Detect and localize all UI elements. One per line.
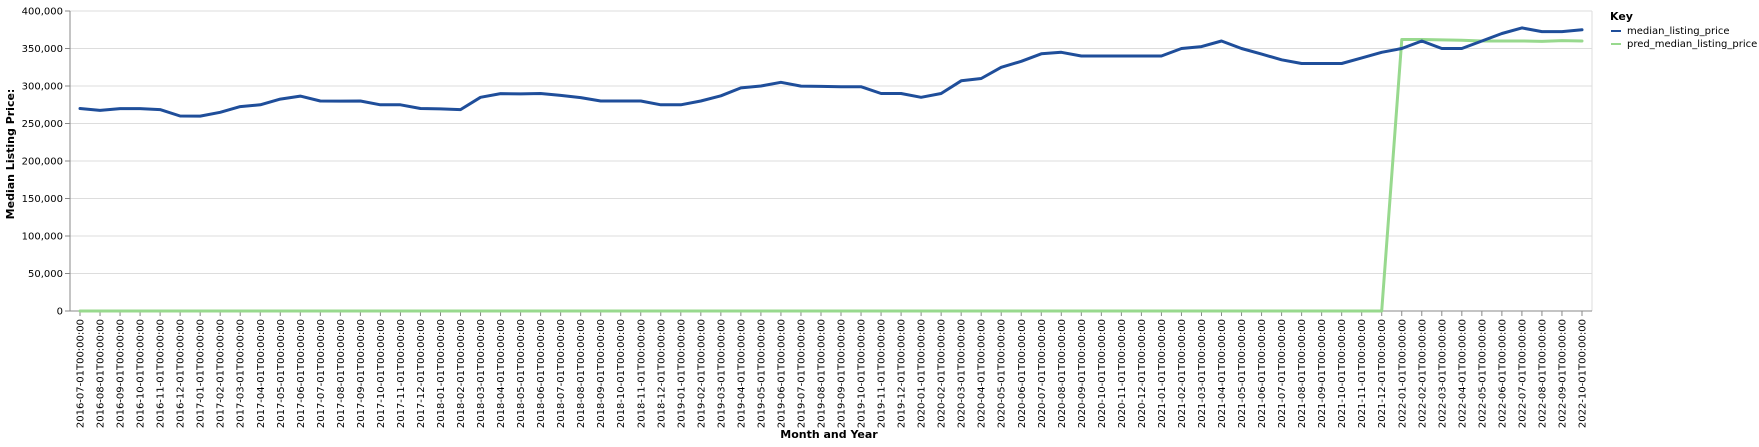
y-tick-label: 100,000 (22, 232, 63, 243)
x-tick-label: 2017-09-01T00:00:00 (356, 319, 367, 428)
x-tick-label: 2021-06-01T00:00:00 (1257, 319, 1268, 428)
x-tick-label: 2021-07-01T00:00:00 (1277, 319, 1288, 428)
x-tick-label: 2017-05-01T00:00:00 (276, 319, 287, 428)
y-tick-label: 200,000 (22, 157, 63, 168)
x-tick-label: 2017-12-01T00:00:00 (416, 319, 427, 428)
series-layer (78, 26, 1584, 313)
x-tick-label: 2021-08-01T00:00:00 (1297, 319, 1308, 428)
x-tick-label: 2016-07-01T00:00:00 (76, 319, 87, 428)
x-tick-label: 2016-10-01T00:00:00 (136, 319, 147, 428)
x-tick-label: 2018-12-01T00:00:00 (656, 319, 667, 428)
x-tick-label: 2020-04-01T00:00:00 (977, 319, 988, 428)
x-tick-label: 2022-01-01T00:00:00 (1397, 319, 1408, 428)
y-axis-title: Median Listing Price: (4, 89, 17, 220)
x-tick-label: 2019-06-01T00:00:00 (776, 319, 787, 428)
x-tick-label: 2019-01-01T00:00:00 (676, 319, 687, 428)
x-tick-label: 2016-09-01T00:00:00 (116, 319, 127, 428)
legend-label-median-listing-price: median_listing_price (1627, 26, 1730, 37)
x-tick-label: 2019-02-01T00:00:00 (696, 319, 707, 428)
x-tick-label: 2020-09-01T00:00:00 (1077, 319, 1088, 428)
x-axis-title: Month and Year (780, 428, 878, 441)
legend: Key median_listing_price pred_median_list… (1610, 10, 1757, 50)
x-tick-label: 2018-09-01T00:00:00 (596, 319, 607, 428)
x-tick-label: 2019-08-01T00:00:00 (816, 319, 827, 428)
x-axis: 2016-07-01T00:00:00 2016-08-01T00:00:00 20… (70, 310, 1592, 428)
x-tick-label: 2019-11-01T00:00:00 (877, 319, 888, 428)
x-tick-label: 2022-07-01T00:00:00 (1517, 319, 1528, 428)
x-tick-label: 2021-10-01T00:00:00 (1337, 319, 1348, 428)
x-tick-label: 2017-07-01T00:00:00 (316, 319, 327, 428)
x-tick-label: 2018-10-01T00:00:00 (616, 319, 627, 428)
x-tick-label: 2020-11-01T00:00:00 (1117, 319, 1128, 428)
x-tick-label: 2019-09-01T00:00:00 (837, 319, 848, 428)
x-tick-label: 2020-06-01T00:00:00 (1017, 319, 1028, 428)
x-tick-label: 2018-04-01T00:00:00 (496, 319, 507, 428)
x-tick-label: 2021-03-01T00:00:00 (1197, 319, 1208, 428)
x-tick-label: 2017-04-01T00:00:00 (256, 319, 267, 428)
x-tick-label: 2019-07-01T00:00:00 (796, 319, 807, 428)
x-tick-label: 2016-08-01T00:00:00 (96, 319, 107, 428)
x-tick-label: 2021-09-01T00:00:00 (1317, 319, 1328, 428)
x-tick-label: 2020-03-01T00:00:00 (957, 319, 968, 428)
y-tick-label: 250,000 (22, 119, 63, 130)
x-tick-label: 2019-05-01T00:00:00 (756, 319, 767, 428)
x-tick-label: 2021-11-01T00:00:00 (1357, 319, 1368, 428)
x-tick-label: 2017-11-01T00:00:00 (396, 319, 407, 428)
x-tick-label: 2018-03-01T00:00:00 (476, 319, 487, 428)
x-tick-label: 2019-04-01T00:00:00 (736, 319, 747, 428)
x-tick-label: 2017-06-01T00:00:00 (296, 319, 307, 428)
x-tick-label: 2022-02-01T00:00:00 (1417, 319, 1428, 428)
x-tick-label: 2022-09-01T00:00:00 (1557, 319, 1568, 428)
x-tick-label: 2022-08-01T00:00:00 (1537, 319, 1548, 428)
x-tick-label: 2016-11-01T00:00:00 (156, 319, 167, 428)
x-tick-label: 2020-08-01T00:00:00 (1057, 319, 1068, 428)
y-tick-label: 400,000 (22, 7, 63, 18)
x-tick-label: 2022-10-01T00:00:00 (1577, 319, 1588, 428)
gridlines (70, 10, 1593, 312)
x-tick-label: 2022-03-01T00:00:00 (1437, 319, 1448, 428)
x-tick-label: 2018-11-01T00:00:00 (636, 319, 647, 428)
x-tick-label: 2020-12-01T00:00:00 (1137, 319, 1148, 428)
x-tick-label: 2016-12-01T00:00:00 (176, 319, 187, 428)
series-line-pred-median-listing-price (78, 38, 1584, 313)
x-tick-label: 2021-04-01T00:00:00 (1217, 319, 1228, 428)
x-tick-label: 2022-05-01T00:00:00 (1477, 319, 1488, 428)
x-tick-label: 2020-05-01T00:00:00 (997, 319, 1008, 428)
x-tick-label: 2019-10-01T00:00:00 (857, 319, 868, 428)
x-tick-label: 2017-10-01T00:00:00 (376, 319, 387, 428)
legend-label-pred-median-listing-price: pred_median_listing_price (1627, 39, 1757, 50)
x-tick-label: 2019-12-01T00:00:00 (897, 319, 908, 428)
x-tick-label: 2020-02-01T00:00:00 (937, 319, 948, 428)
series-line-median-listing-price (78, 26, 1584, 118)
legend-title: Key (1610, 10, 1633, 23)
x-tick-label: 2020-01-01T00:00:00 (917, 319, 928, 428)
x-tick-label: 2018-07-01T00:00:00 (556, 319, 567, 428)
x-tick-label: 2019-03-01T00:00:00 (716, 319, 727, 428)
x-tick-label: 2021-12-01T00:00:00 (1377, 319, 1388, 428)
x-tick-label: 2017-08-01T00:00:00 (336, 319, 347, 428)
x-tick-label: 2020-07-01T00:00:00 (1037, 319, 1048, 428)
x-tick-label: 2018-02-01T00:00:00 (456, 319, 467, 428)
x-tick-label: 2017-02-01T00:00:00 (216, 319, 227, 428)
x-tick-label: 2018-06-01T00:00:00 (536, 319, 547, 428)
x-tick-label: 2017-01-01T00:00:00 (196, 319, 207, 428)
x-tick-label: 2018-05-01T00:00:00 (516, 319, 527, 428)
x-tick-label: 2018-01-01T00:00:00 (436, 319, 447, 428)
x-tick-label: 2021-02-01T00:00:00 (1177, 319, 1188, 428)
y-tick-label: 0 (57, 307, 63, 318)
x-tick-label: 2022-04-01T00:00:00 (1457, 319, 1468, 428)
x-tick-label: 2021-01-01T00:00:00 (1157, 319, 1168, 428)
y-tick-label: 300,000 (22, 82, 63, 93)
x-tick-label: 2022-06-01T00:00:00 (1497, 319, 1508, 428)
x-tick-label: 2018-08-01T00:00:00 (576, 319, 587, 428)
y-tick-label: 150,000 (22, 194, 63, 205)
y-tick-label: 50,000 (28, 269, 63, 280)
x-tick-label: 2021-05-01T00:00:00 (1237, 319, 1248, 428)
y-tick-label: 350,000 (22, 44, 63, 55)
y-axis: 0 50,000 100,000 150,000 200,000 250,000 300,0… (22, 7, 71, 318)
x-tick-label: 2020-10-01T00:00:00 (1097, 319, 1108, 428)
x-tick-label: 2017-03-01T00:00:00 (236, 319, 247, 428)
